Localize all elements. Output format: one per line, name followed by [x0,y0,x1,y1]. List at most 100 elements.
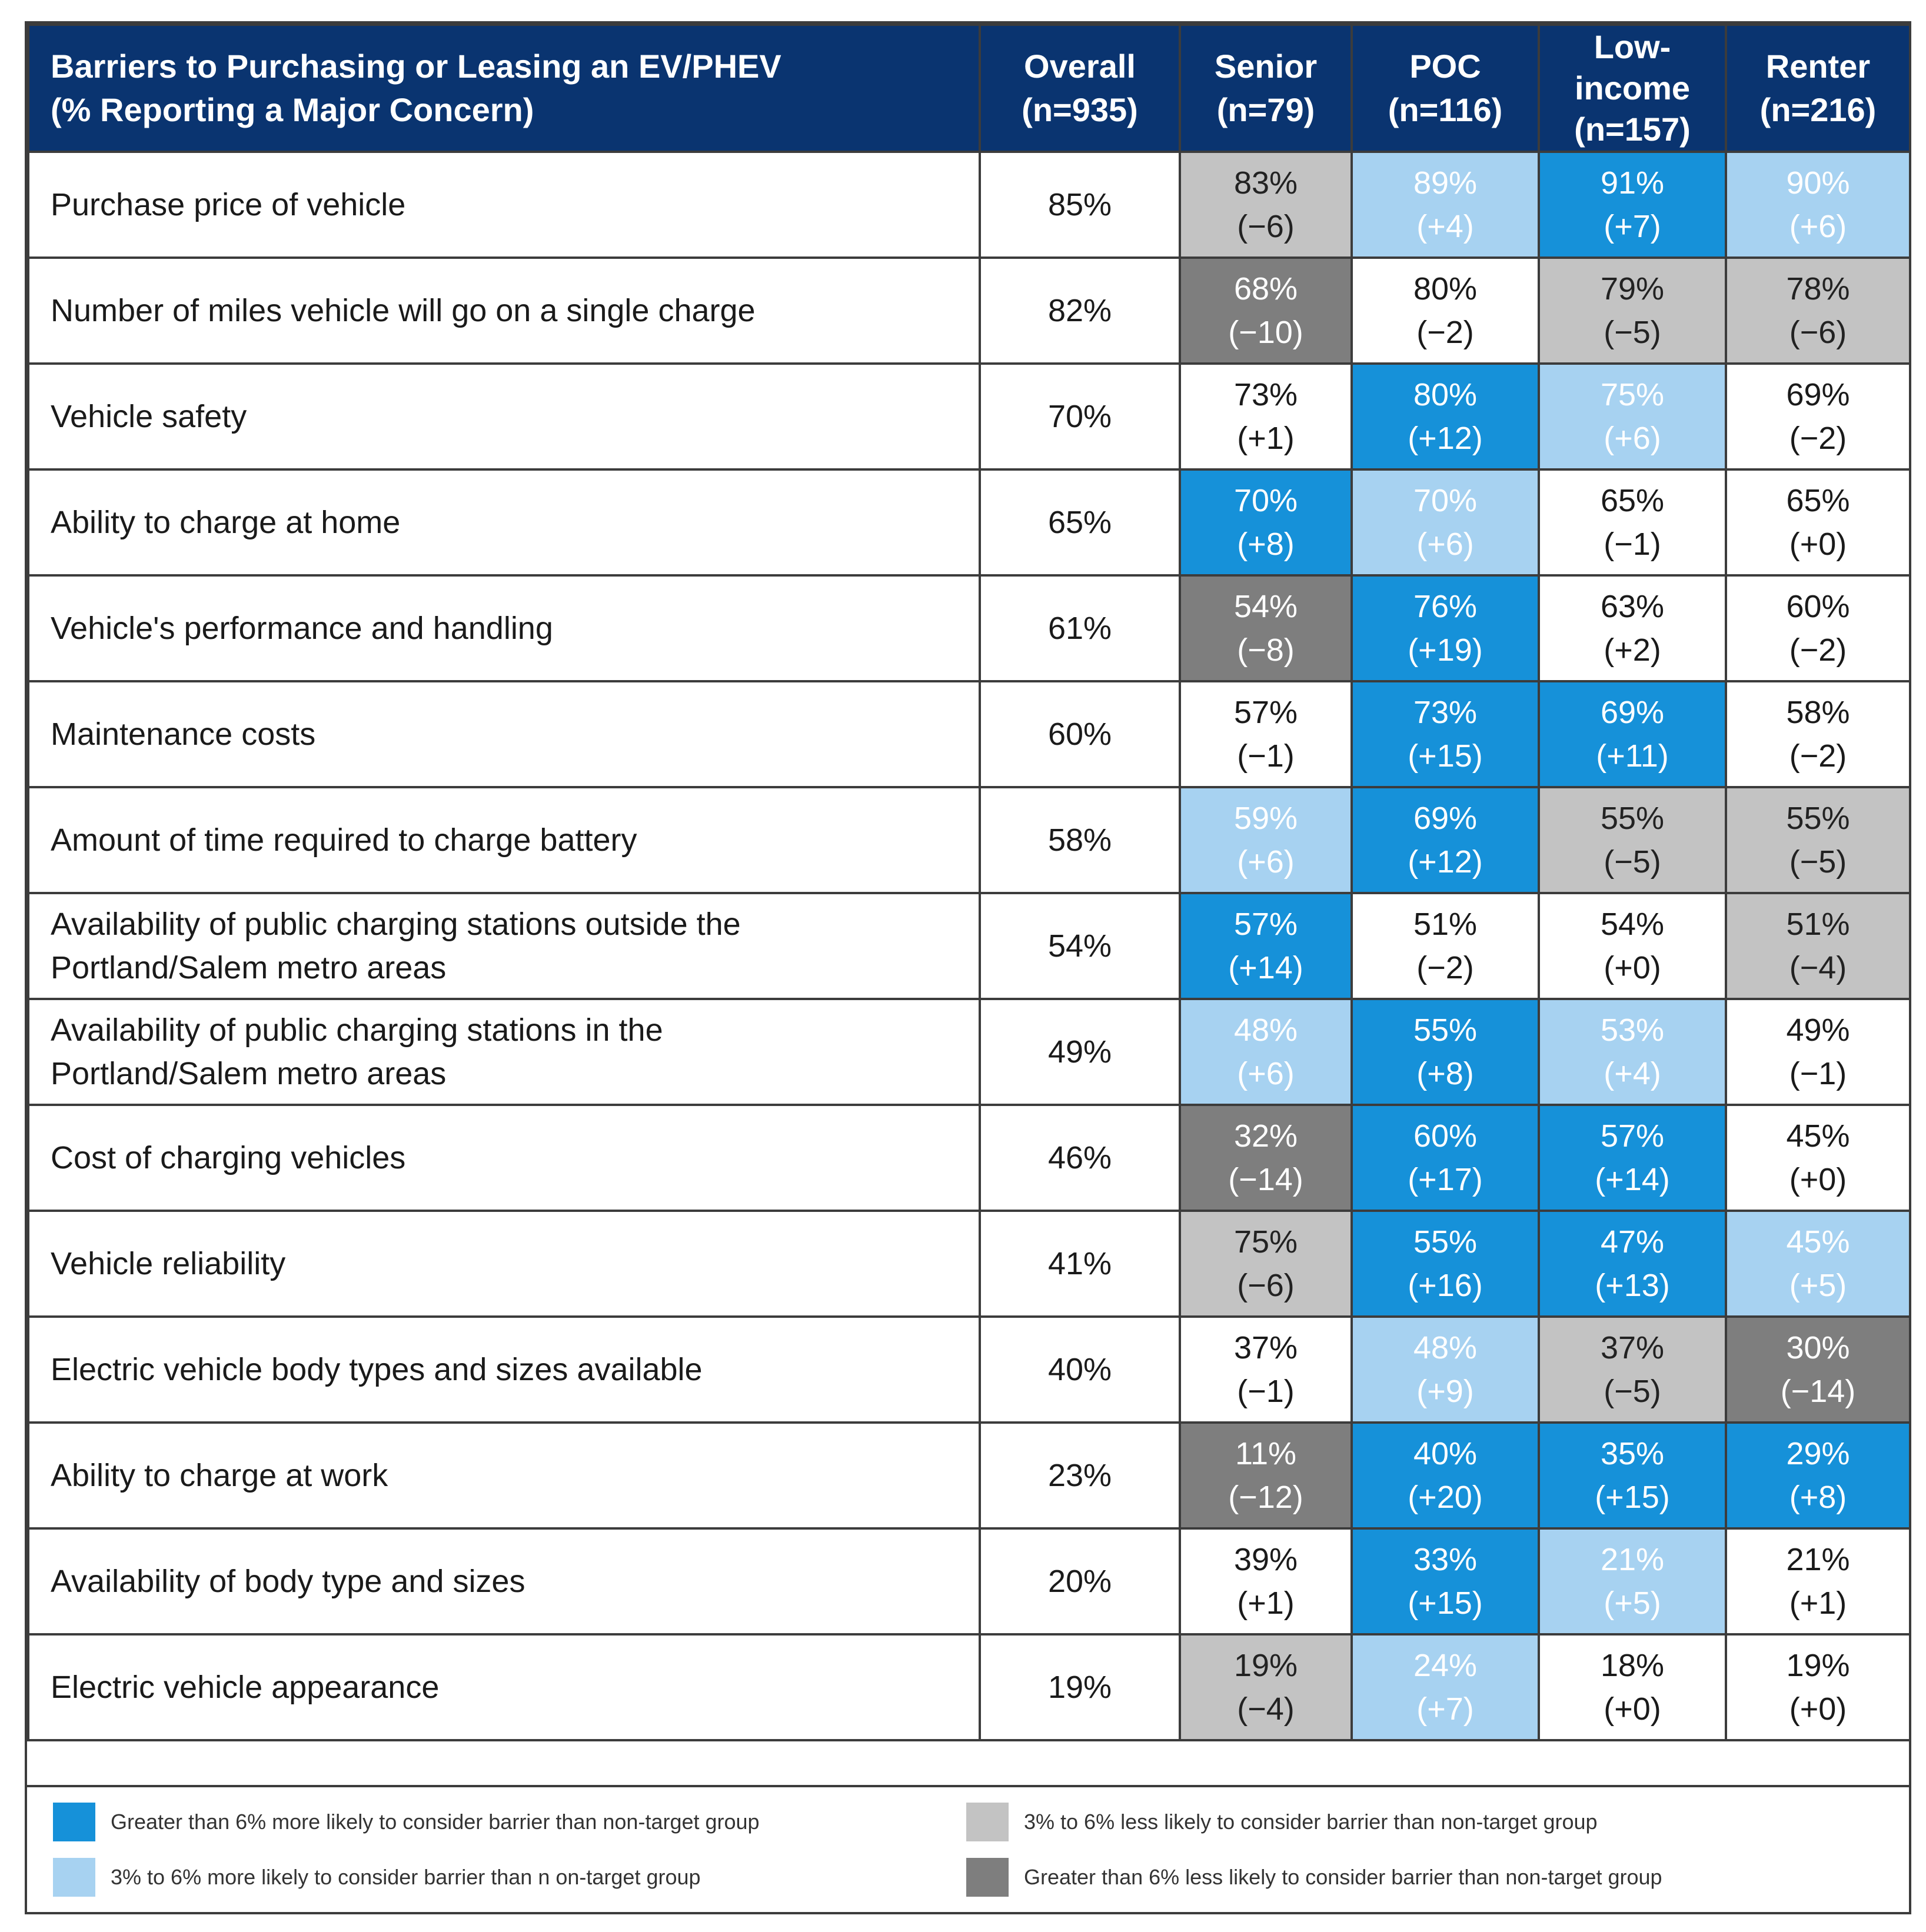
percent-value: 55% [1413,1224,1478,1260]
low-income-value-cell: 65% (−1) [1538,468,1727,577]
legend-label: Greater than 6% less likely to consider … [1024,1865,1662,1889]
senior-value-cell: 68% (−10) [1179,257,1353,365]
overall-value: 61% [979,574,1181,682]
barrier-label: Availability of public charging stations… [27,892,981,1000]
difference-value: (+7) [1416,1691,1474,1727]
low-income-value-cell: 91% (+7) [1538,151,1727,259]
barriers-table: Barriers to Purchasing or Leasing an EV/… [27,24,1911,1741]
legend-swatch-bright-blue [53,1803,95,1841]
percent-value: 19% [1233,1648,1298,1683]
barrier-label-line: Cost of charging vehicles [51,1140,406,1175]
poc-value-cell: 55% (+16) [1350,1210,1540,1318]
percent-value: 53% [1600,1012,1665,1048]
table-title-line-2: (% Reporting a Major Concern) [51,91,534,128]
percent-value: 19% [1786,1648,1850,1683]
low-income-value-cell: 53% (+4) [1538,998,1727,1106]
difference-value: (+20) [1408,1480,1483,1515]
overall-value: 54% [979,892,1181,1000]
low-income-value-cell: 69% (+11) [1538,680,1727,788]
percent-value: 76% [1413,589,1478,624]
difference-value: (+5) [1789,1268,1847,1303]
difference-value: (+0) [1789,527,1847,562]
difference-value: (+6) [1237,844,1295,880]
table-row: Vehicle reliability 41% 75% (−6) 55% (+16) 47%… [27,1210,1911,1318]
poc-value-cell: 80% (+12) [1350,362,1540,471]
senior-value-cell: 54% (−8) [1179,574,1353,682]
barrier-label: Ability to charge at work [27,1421,981,1530]
difference-value: (−12) [1228,1480,1303,1515]
difference-value: (+12) [1408,421,1483,456]
overall-value: 20% [979,1527,1181,1635]
overall-value: 23% [979,1421,1181,1530]
percent-value: 65% [1600,483,1665,518]
percent-value: 18% [1600,1648,1665,1683]
percent-value: 11% [1235,1436,1297,1471]
percent-value: 68% [1233,271,1298,307]
difference-value: (+6) [1237,1056,1295,1091]
difference-value: (−2) [1416,315,1474,350]
barriers-table-panel: Barriers to Purchasing or Leasing an EV/… [25,21,1911,1914]
percent-value: 89% [1413,165,1478,201]
percent-value: 73% [1413,695,1478,730]
senior-value-cell: 59% (+6) [1179,786,1353,894]
percent-value: 39% [1233,1542,1298,1577]
percent-value: 55% [1413,1012,1478,1048]
percent-value: 54% [1600,907,1665,942]
percent-value: 80% [1413,271,1478,307]
table-row: Amount of time required to charge batter… [27,786,1911,894]
barrier-label: Electric vehicle appearance [27,1633,981,1741]
table-row: Electric vehicle body types and sizes av… [27,1315,1911,1424]
difference-value: (+7) [1604,209,1661,244]
difference-value: (+8) [1237,527,1295,562]
difference-value: (−2) [1789,632,1847,668]
percent-value: 47% [1600,1224,1665,1260]
legend-label: 3% to 6% more likely to consider barrier… [111,1865,701,1889]
barrier-label: Electric vehicle body types and sizes av… [27,1315,981,1424]
difference-value: (+0) [1789,1162,1847,1197]
table-title: Barriers to Purchasing or Leasing an EV/… [27,24,981,153]
percent-value: 21% [1786,1542,1850,1577]
poc-value-cell: 89% (+4) [1350,151,1540,259]
table-title-line-1: Barriers to Purchasing or Leasing an EV/… [51,48,781,85]
difference-value: (+15) [1595,1480,1670,1515]
poc-value-cell: 33% (+15) [1350,1527,1540,1635]
overall-value: 60% [979,680,1181,788]
barrier-label: Amount of time required to charge batter… [27,786,981,894]
difference-value: (−14) [1780,1374,1856,1409]
barrier-label: Vehicle's performance and handling [27,574,981,682]
table-row: Purchase price of vehicle 85% 83% (−6) 89% (+… [27,151,1911,259]
difference-value: (+12) [1408,844,1483,880]
low-income-value-cell: 55% (−5) [1538,786,1727,894]
percent-value: 55% [1600,801,1665,836]
difference-value: (+4) [1604,1056,1661,1091]
difference-value: (−4) [1237,1691,1295,1727]
difference-value: (+11) [1596,738,1669,774]
difference-value: (+1) [1237,421,1295,456]
legend-item-lesser-more: 3% to 6% more likely to consider barrier… [53,1858,701,1897]
column-header-poc: POC (n=116) [1350,24,1540,153]
low-income-value-cell: 57% (+14) [1538,1104,1727,1212]
percent-value: 57% [1233,695,1298,730]
barrier-label: Availability of public charging stations… [27,998,981,1106]
difference-value: (−5) [1604,315,1661,350]
barrier-label-line: Availability of public charging stations… [51,907,741,942]
difference-value: (−5) [1604,844,1661,880]
percent-value: 60% [1786,589,1850,624]
percent-value: 75% [1233,1224,1298,1260]
senior-value-cell: 37% (−1) [1179,1315,1353,1424]
difference-value: (−14) [1228,1162,1303,1197]
difference-value: (−1) [1237,738,1295,774]
difference-value: (−5) [1789,844,1847,880]
percent-value: 73% [1233,377,1298,412]
legend-item-greater-less: Greater than 6% less likely to consider … [966,1858,1662,1897]
barrier-label-line: Availability of body type and sizes [51,1564,525,1599]
low-income-value-cell: 37% (−5) [1538,1315,1727,1424]
legend-label: 3% to 6% less likely to consider barrier… [1024,1810,1598,1834]
difference-value: (−1) [1237,1374,1295,1409]
table-body: Purchase price of vehicle 85% 83% (−6) 89% (+… [27,151,1911,1741]
table-row: Availability of public charging stations… [27,892,1911,1000]
barrier-label-line: Number of miles vehicle will go on a sin… [51,293,756,328]
percent-value: 57% [1233,907,1298,942]
legend-swatch-light-gray [966,1803,1009,1841]
difference-value: (−10) [1228,315,1303,350]
